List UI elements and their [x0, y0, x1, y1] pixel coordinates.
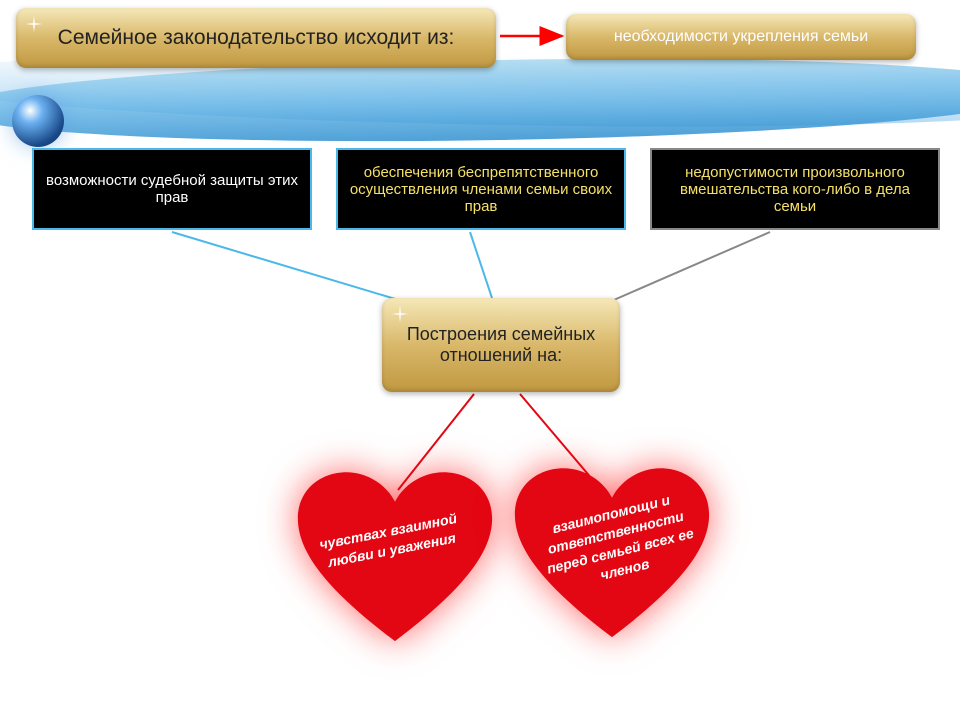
principle-1-text: возможности судебной защиты этих прав — [42, 172, 302, 206]
title-box: Семейное законодательство исходит из: — [16, 8, 496, 68]
need-box: необходимости укрепления семьи — [566, 14, 916, 60]
sparkle-icon — [22, 12, 46, 36]
need-text: необходимости укрепления семьи — [614, 28, 868, 46]
center-text: Построения семейных отношений на: — [382, 324, 620, 366]
title-text: Семейное законодательство исходит из: — [58, 26, 455, 50]
principle-box-3: недопустимости произвольного вмешательст… — [650, 148, 940, 230]
principle-box-1: возможности судебной защиты этих прав — [32, 148, 312, 230]
decorative-orb — [12, 95, 64, 147]
principle-3-text: недопустимости произвольного вмешательст… — [660, 164, 930, 215]
sparkle-icon — [388, 302, 412, 326]
center-box: Построения семейных отношений на: — [382, 298, 620, 392]
principle-box-2: обеспечения беспрепятственного осуществл… — [336, 148, 626, 230]
principle-2-text: обеспечения беспрепятственного осуществл… — [346, 164, 616, 215]
